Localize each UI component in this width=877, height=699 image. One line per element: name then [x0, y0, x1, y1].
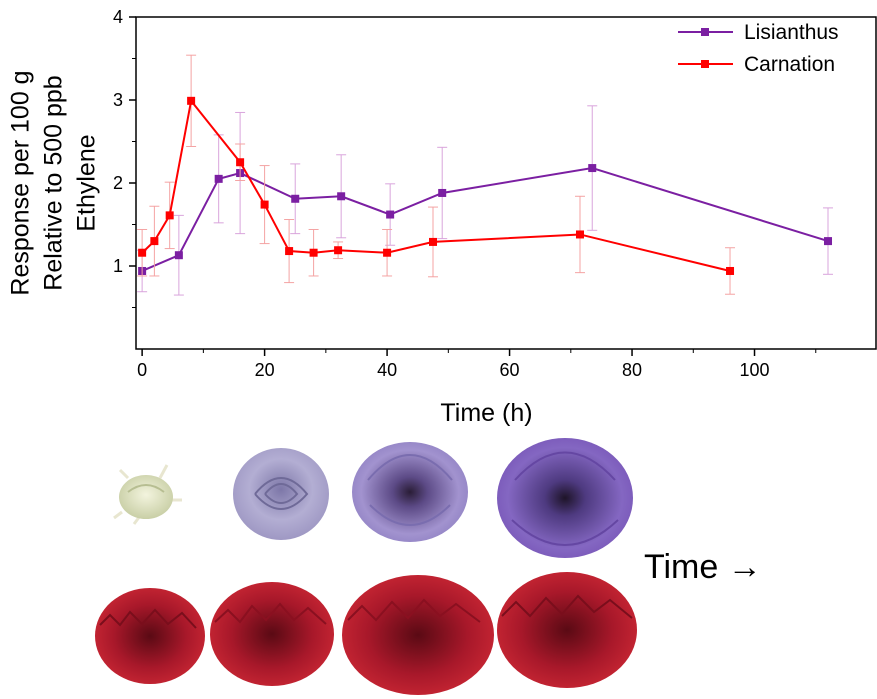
data-point-carnation: [260, 200, 269, 209]
y-axis-title-line: Response per 100 g: [7, 70, 35, 295]
x-tick-label: 100: [739, 360, 769, 380]
data-point-carnation: [138, 248, 147, 257]
x-tick-label: 20: [255, 360, 275, 380]
y-axis-title-line: Ethylene: [73, 134, 101, 231]
carnation-stage4-photo: [497, 572, 637, 688]
data-point-carnation: [285, 247, 294, 256]
x-tick-label: 0: [137, 360, 147, 380]
lisianthus-stage4-photo: [497, 438, 633, 558]
legend-label: Lisianthus: [744, 21, 839, 44]
x-axis-title: Time (h): [440, 399, 532, 427]
data-point-carnation: [309, 248, 318, 257]
lisianthus-stage2-photo: [233, 448, 329, 540]
data-point-lisianthus: [291, 194, 300, 203]
series-line-lisianthus: [141, 167, 829, 272]
carnation-stage3-photo: [342, 575, 494, 695]
y-axis-title-line: Relative to 500 ppb: [40, 75, 68, 290]
time-arrow-label: Time →: [644, 548, 762, 586]
data-point-carnation: [334, 246, 343, 255]
ethylene-chart: 0 20 40 60 80 100 1 2 3 4 Time (h) Response per 100…: [7, 7, 877, 427]
carnation-stage1-photo: [95, 588, 205, 684]
data-point-lisianthus: [386, 210, 395, 219]
x-tick-label: 40: [377, 360, 397, 380]
data-point-lisianthus: [438, 188, 447, 197]
data-point-carnation: [383, 248, 392, 257]
data-point-carnation: [165, 211, 174, 220]
x-tick-label: 80: [622, 360, 642, 380]
y-tick-label: 4: [113, 7, 123, 27]
y-tick-label: 1: [113, 256, 123, 276]
lisianthus-stage3-photo: [352, 442, 468, 542]
data-point-carnation: [236, 158, 245, 167]
data-point-carnation: [150, 237, 159, 246]
data-point-lisianthus: [588, 164, 597, 173]
data-point-carnation: [187, 96, 196, 105]
data-point-lisianthus: [337, 192, 346, 201]
legend-label: Carnation: [744, 53, 835, 76]
data-point-carnation: [575, 230, 584, 239]
data-point-carnation: [429, 237, 438, 246]
lisianthus-bud-photo: [113, 464, 182, 525]
y-tick-label: 3: [113, 90, 123, 110]
legend-marker: [701, 28, 709, 36]
carnation-stage2-photo: [210, 582, 334, 686]
data-point-lisianthus: [824, 237, 833, 246]
x-tick-label: 60: [500, 360, 520, 380]
y-tick-label: 2: [113, 173, 123, 193]
data-point-lisianthus: [174, 251, 183, 260]
legend-marker: [701, 60, 709, 68]
data-point-lisianthus: [214, 174, 223, 183]
data-point-carnation: [726, 266, 735, 275]
